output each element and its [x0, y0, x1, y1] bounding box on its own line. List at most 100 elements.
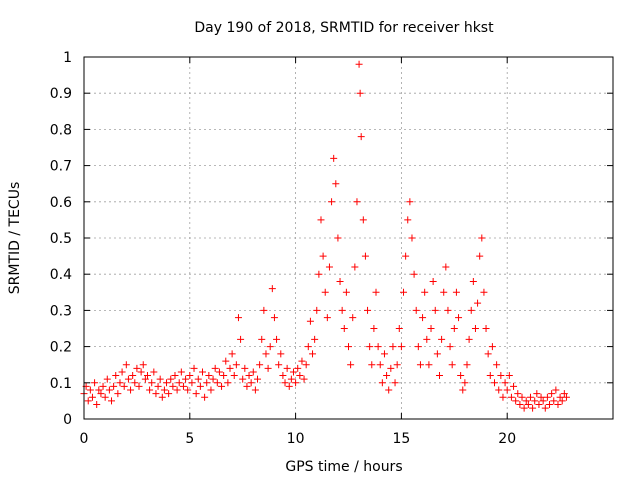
data-point [347, 361, 355, 369]
y-tick-label: 0.3 [50, 303, 72, 319]
data-point [302, 361, 310, 369]
y-tick-label: 0.4 [50, 267, 72, 283]
data-point [84, 397, 92, 405]
data-point [160, 386, 168, 394]
data-point [505, 372, 513, 380]
data-point [152, 390, 160, 398]
y-tick-label: 0.9 [50, 86, 72, 102]
data-point [438, 335, 446, 343]
data-point [207, 386, 215, 394]
data-point [357, 133, 365, 141]
y-tick-label: 0 [63, 412, 72, 428]
data-point [491, 379, 499, 387]
y-tick-label: 1 [63, 50, 72, 66]
data-point [342, 288, 350, 296]
data-point [541, 404, 549, 412]
data-point [266, 343, 274, 351]
data-point [186, 372, 194, 380]
data-point [455, 314, 463, 322]
data-point [116, 379, 124, 387]
data-point [230, 372, 238, 380]
data-point [133, 364, 141, 372]
data-point [97, 390, 105, 398]
data-point [338, 306, 346, 314]
data-point [158, 393, 166, 401]
data-point [543, 393, 551, 401]
x-axis-label: GPS time / hours [285, 459, 402, 475]
y-tick-label: 0.8 [50, 122, 72, 138]
data-point [356, 89, 364, 97]
chart-title: Day 190 of 2018, SRMTID for receiver hks… [194, 20, 494, 36]
data-point [361, 252, 369, 260]
data-point [319, 252, 327, 260]
data-point [177, 368, 185, 376]
data-point [118, 368, 126, 376]
data-point [196, 382, 204, 390]
data-point [387, 364, 395, 372]
data-point [351, 263, 359, 271]
data-point [173, 386, 181, 394]
y-axis-label: SRMTID / TECUs [7, 182, 23, 295]
axis-ticks: 0 5 10 15 20 0 0.1 0.2 0.3 0.4 0.5 0.6 0.7 0.8 0.9 1 [50, 50, 613, 447]
data-point [349, 314, 357, 322]
data-point [103, 375, 111, 383]
data-point [135, 382, 143, 390]
data-point [222, 357, 230, 365]
data-point [270, 314, 278, 322]
data-point [385, 386, 393, 394]
data-point [395, 325, 403, 332]
data-point [518, 393, 526, 401]
data-point [201, 393, 209, 401]
data-point [368, 361, 376, 369]
data-point [237, 335, 245, 343]
data-point [552, 386, 560, 394]
data-point [442, 263, 450, 271]
data-point [131, 379, 139, 387]
data-points [80, 60, 570, 412]
data-point [480, 288, 488, 296]
data-point [137, 368, 145, 376]
data-point [300, 375, 308, 383]
data-point [86, 386, 94, 394]
data-point [554, 401, 562, 409]
data-point [461, 379, 469, 387]
data-point [93, 401, 101, 409]
x-tick-label: 0 [80, 431, 89, 447]
data-point [383, 372, 391, 380]
data-point [539, 397, 547, 405]
data-point [105, 386, 113, 394]
data-point [211, 364, 219, 372]
data-point [391, 379, 399, 387]
data-point [330, 154, 338, 162]
data-point [353, 198, 361, 206]
data-point [376, 361, 384, 369]
data-point [110, 382, 118, 390]
data-point [241, 364, 249, 372]
data-point [114, 390, 122, 398]
data-point [476, 252, 484, 260]
data-point [205, 372, 213, 380]
data-point [499, 393, 507, 401]
data-point [203, 379, 211, 387]
data-point [262, 350, 270, 358]
data-point [275, 361, 283, 369]
data-point [366, 343, 374, 351]
data-point [463, 361, 471, 369]
data-point [112, 372, 120, 380]
data-point [493, 361, 501, 369]
data-point [298, 357, 306, 365]
x-tick-label: 15 [392, 431, 410, 447]
data-point [328, 198, 336, 206]
data-point [251, 386, 259, 394]
data-point [378, 379, 386, 387]
data-point [374, 343, 382, 351]
data-point [254, 375, 262, 383]
data-point [531, 397, 539, 405]
data-point [529, 404, 537, 412]
data-point [175, 379, 183, 387]
data-point [146, 386, 154, 394]
data-point [264, 364, 272, 372]
data-point [421, 288, 429, 296]
data-point [364, 306, 372, 314]
data-point [550, 397, 558, 405]
